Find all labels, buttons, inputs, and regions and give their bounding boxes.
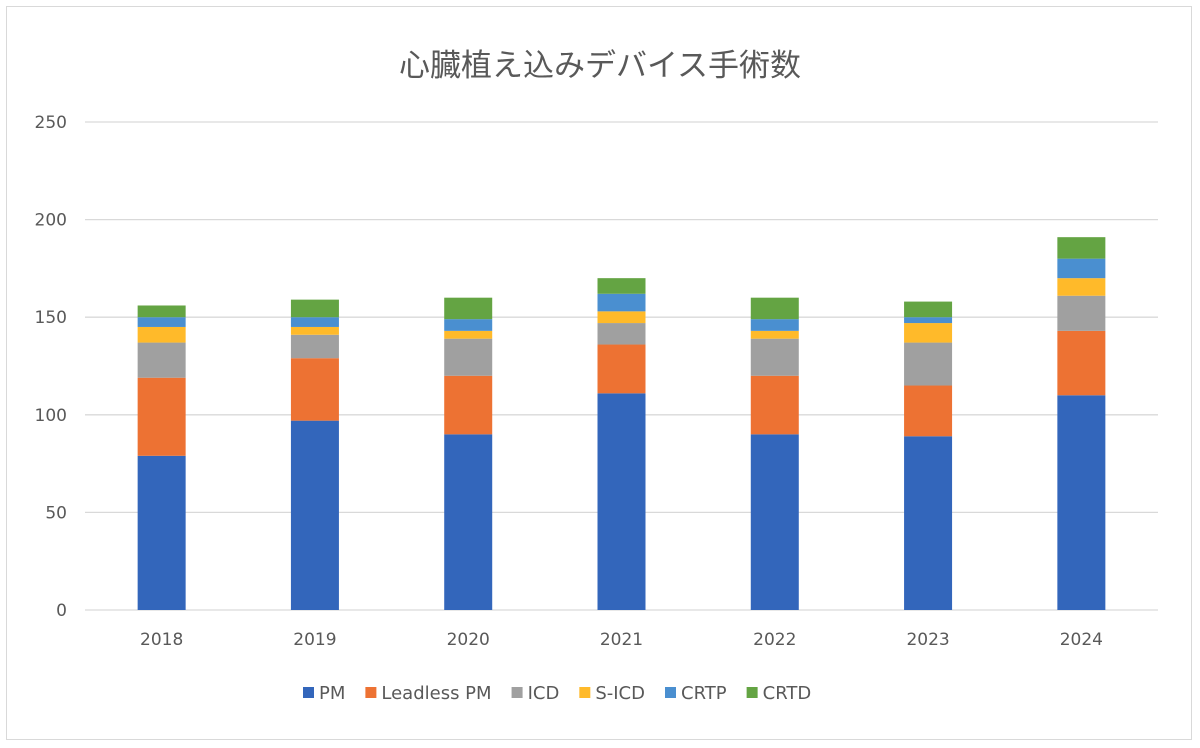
bar-segment-s-icd-2021 [597,311,646,324]
bar-segment-pm-2022 [750,434,799,610]
legend-label: ICD [528,683,560,704]
bar-segment-pm-2020 [444,434,493,610]
bar-segment-pm-2024 [1057,395,1106,610]
bar-segment-crtd-2022 [750,297,799,320]
bar-segment-crtp-2022 [750,319,799,331]
legend-swatch [746,687,758,698]
bar-segment-s-icd-2020 [444,330,493,339]
legend-swatch [365,687,377,698]
bar-segment-crtp-2018 [137,317,186,327]
bar-segment-pm-2023 [904,436,953,610]
bar-segment-icd-2022 [750,338,799,376]
bar-segment-crtd-2020 [444,297,493,320]
legend-swatch [665,687,676,698]
bar-segment-crtd-2019 [290,299,339,318]
x-tick-label: 2023 [906,630,949,650]
bar-segment-s-icd-2018 [137,326,186,343]
bar-segment-crtd-2023 [904,301,953,318]
bar-segment-icd-2018 [137,342,186,378]
x-tick-label: 2019 [293,630,336,650]
y-tick-label: 0 [56,601,67,621]
x-tick-label: 2024 [1060,630,1103,650]
legend-swatch [303,687,314,698]
x-tick-label: 2018 [140,630,183,650]
x-tick-label: 2020 [447,630,490,650]
y-tick-label: 200 [35,211,67,231]
bar-segment-icd-2019 [290,334,339,359]
bar-segment-crtp-2020 [444,319,493,331]
bar-segment-leadless-pm-2020 [444,375,493,435]
chart-frame [6,6,1192,740]
x-tick-label: 2022 [753,630,796,650]
x-tick-label: 2021 [600,630,643,650]
bar-segment-leadless-pm-2019 [290,358,339,421]
bar-segment-crtd-2018 [137,305,186,318]
bar-segment-leadless-pm-2018 [137,377,186,456]
legend-label: Leadless PM [381,683,491,704]
bar-segment-icd-2024 [1057,295,1106,331]
bar-segment-icd-2021 [597,323,646,345]
bar-segment-pm-2019 [290,420,339,610]
y-tick-label: 50 [45,503,67,523]
bar-segment-s-icd-2023 [904,323,953,343]
bar-segment-s-icd-2022 [750,330,799,339]
bar-segment-leadless-pm-2022 [750,375,799,435]
bar-segment-pm-2021 [597,393,646,610]
y-tick-label: 250 [35,113,67,133]
bar-segment-crtd-2024 [1057,237,1106,259]
legend-label: CRTD [763,683,812,704]
bar-segment-icd-2020 [444,338,493,376]
bar-segment-leadless-pm-2023 [904,385,953,437]
bar-segment-pm-2018 [137,455,186,610]
legend-label: PM [319,683,345,704]
bar-segment-leadless-pm-2021 [597,344,646,394]
bar-segment-crtp-2023 [904,317,953,324]
y-tick-label: 100 [35,406,67,426]
chart-title: 心臓植え込みデバイス手術数 [399,48,801,84]
bar-segment-crtp-2019 [290,317,339,327]
legend-swatch [511,687,523,698]
bar-segment-leadless-pm-2024 [1057,330,1106,396]
legend-label: S-ICD [595,683,645,704]
bar-segment-s-icd-2019 [290,326,339,335]
legend-swatch [579,687,591,698]
bar-segment-s-icd-2024 [1057,278,1106,296]
legend-label: CRTP [681,683,727,704]
y-tick-label: 150 [35,308,67,328]
bar-segment-icd-2023 [904,342,953,386]
bar-segment-crtd-2021 [597,278,646,294]
bar-segment-crtp-2024 [1057,258,1106,279]
bar-segment-crtp-2021 [597,293,646,312]
